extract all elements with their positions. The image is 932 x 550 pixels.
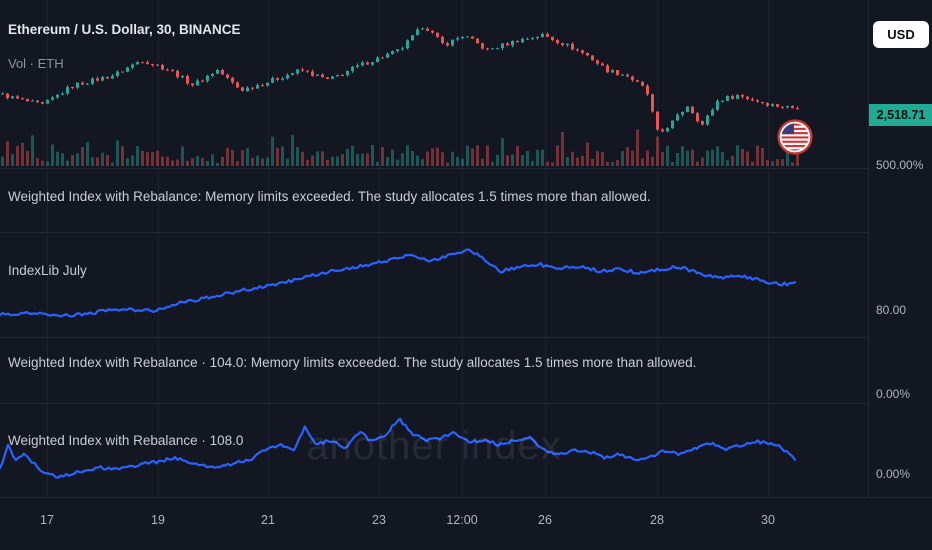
- time-axis-label: 12:00: [446, 513, 478, 527]
- study-error-message-2: Weighted Index with Rebalance · 104.0: M…: [8, 355, 697, 370]
- volume-label[interactable]: Vol · ETH: [8, 56, 64, 71]
- time-axis-label: 23: [372, 513, 386, 527]
- price-scale-label: 80.00: [876, 303, 907, 317]
- time-axis-label: 30: [761, 513, 775, 527]
- time-axis-label: 26: [538, 513, 552, 527]
- price-scale[interactable]: USD 2,518.71 500.00% 80.00 0.00% 0.00%: [868, 0, 932, 497]
- price-scale-label: 0.00%: [876, 467, 911, 481]
- last-price-badge: 2,518.71: [869, 104, 932, 126]
- symbol-title[interactable]: Ethereum / U.S. Dollar, 30, BINANCE: [8, 22, 241, 37]
- pane-label-weighted-index-108[interactable]: Weighted Index with Rebalance · 108.0: [8, 433, 244, 448]
- legend: Ethereum / U.S. Dollar, 30, BINANCE Vol …: [8, 22, 241, 71]
- time-scale[interactable]: 17 19 21 23 12:00 26 28 30: [0, 497, 932, 550]
- time-axis-label: 17: [40, 513, 54, 527]
- price-scale-label: 0.00%: [876, 387, 911, 401]
- time-axis-label: 19: [151, 513, 165, 527]
- time-axis-label: 21: [261, 513, 275, 527]
- pane-label-indexlib-july[interactable]: IndexLib July: [8, 263, 87, 278]
- chart-canvas[interactable]: [0, 0, 868, 550]
- currency-toggle-button[interactable]: USD: [873, 21, 929, 48]
- us-flag-event-icon[interactable]: [777, 119, 813, 155]
- price-scale-label: 500.00%: [876, 158, 924, 172]
- time-axis-label: 28: [650, 513, 664, 527]
- chart-area[interactable]: Ethereum / U.S. Dollar, 30, BINANCE Vol …: [0, 0, 868, 550]
- study-error-message-1: Weighted Index with Rebalance: Memory li…: [8, 189, 651, 204]
